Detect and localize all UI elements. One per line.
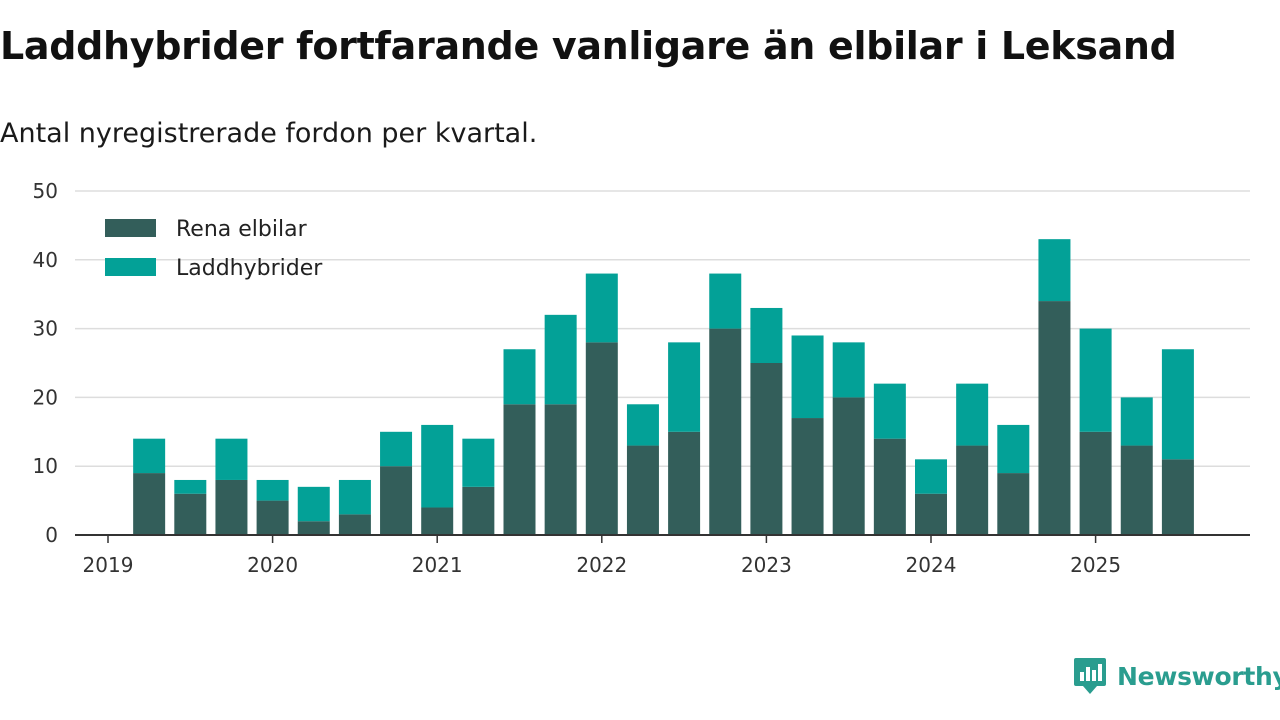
y-tick-label: 20 [33,385,58,409]
y-tick-label: 50 [33,179,58,203]
bar-rena-elbilar [256,500,289,535]
bar-laddhybrider [297,486,330,522]
chart-subtitle: Antal nyregistrerade fordon per kvartal. [0,118,538,149]
newsworthy-logo-icon [1074,658,1106,694]
bar-rena-elbilar [1038,301,1071,535]
bar-laddhybrider [873,383,906,439]
bar-laddhybrider [956,383,989,446]
y-tick-label: 0 [45,523,58,547]
y-axis-ticks: 0 10 20 30 40 50 [33,179,58,547]
legend: Rena elbilar Laddhybrider [105,217,323,281]
bar-laddhybrider [1079,328,1112,432]
bar-rena-elbilar [503,404,536,535]
legend-swatch-rena-elbilar [105,219,156,237]
bar-laddhybrider [544,314,577,405]
bar-rena-elbilar [915,493,947,535]
x-tick-label: 2020 [247,553,298,577]
bar-laddhybrider [709,273,742,329]
bar-laddhybrider [462,438,495,487]
bar-laddhybrider [133,438,166,474]
bar-rena-elbilar [297,521,330,535]
bar-rena-elbilar [1161,459,1194,535]
legend-label-laddhybrider: Laddhybrider [176,256,323,281]
bar-laddhybrider [503,349,536,405]
bar-laddhybrider [215,438,248,480]
bar-laddhybrider [256,479,289,501]
bar-rena-elbilar [668,431,701,535]
bar-rena-elbilar [832,397,865,535]
bar-laddhybrider [174,479,207,494]
bar-rena-elbilar [174,493,207,535]
bar-laddhybrider [791,335,824,419]
bar-rena-elbilar [338,514,371,535]
chart-title: Laddhybrider fortfarande vanligare än el… [0,24,1177,68]
x-tick-label: 2019 [83,553,134,577]
stacked-bar-chart: 0 10 20 30 40 50 2019 2020 2021 2022 2023 2024 2025… [33,179,1250,577]
bar-laddhybrider [1161,349,1194,460]
bar-rena-elbilar [750,363,783,535]
y-tick-label: 10 [33,454,58,478]
bar-rena-elbilar [133,473,166,535]
bar-rena-elbilar [709,328,742,535]
legend-swatch-laddhybrider [105,258,156,276]
newsworthy-brand: Newsworthy [1073,656,1280,696]
brand-name: Newsworthy [1117,661,1280,691]
bar-rena-elbilar [215,479,248,535]
bar-laddhybrider [626,404,659,446]
y-tick-label: 30 [33,317,58,341]
y-tick-label: 40 [33,248,58,272]
bar-rena-elbilar [421,507,454,535]
bar-rena-elbilar [544,404,577,535]
bar-rena-elbilar [462,486,495,535]
bar-rena-elbilar [1120,445,1153,535]
bar-laddhybrider [832,342,865,398]
bar-laddhybrider [668,342,701,432]
bar-laddhybrider [750,307,783,363]
x-tick-label: 2024 [906,553,957,577]
bar-laddhybrider [380,431,413,467]
bar-laddhybrider [338,479,371,515]
x-axis-ticks: 2019 2020 2021 2022 2023 2024 2025 [83,535,1121,577]
x-tick-label: 2023 [741,553,792,577]
bar-rena-elbilar [626,445,659,535]
bar-laddhybrider [1120,397,1153,446]
bar-rena-elbilar [997,473,1030,535]
bar-laddhybrider [585,273,618,343]
legend-label-rena-elbilar: Rena elbilar [176,217,308,242]
x-tick-label: 2021 [412,553,463,577]
bar-rena-elbilar [1079,431,1112,535]
bar-rena-elbilar [585,342,618,535]
bars [133,239,1194,535]
bar-laddhybrider [1038,239,1071,302]
bar-rena-elbilar [956,445,989,535]
bar-rena-elbilar [873,438,906,535]
x-tick-label: 2022 [576,553,627,577]
bar-laddhybrider [421,424,454,508]
bar-rena-elbilar [791,418,824,535]
bar-rena-elbilar [380,466,413,535]
x-tick-label: 2025 [1070,553,1121,577]
bar-laddhybrider [997,424,1030,474]
bar-laddhybrider [915,459,947,494]
